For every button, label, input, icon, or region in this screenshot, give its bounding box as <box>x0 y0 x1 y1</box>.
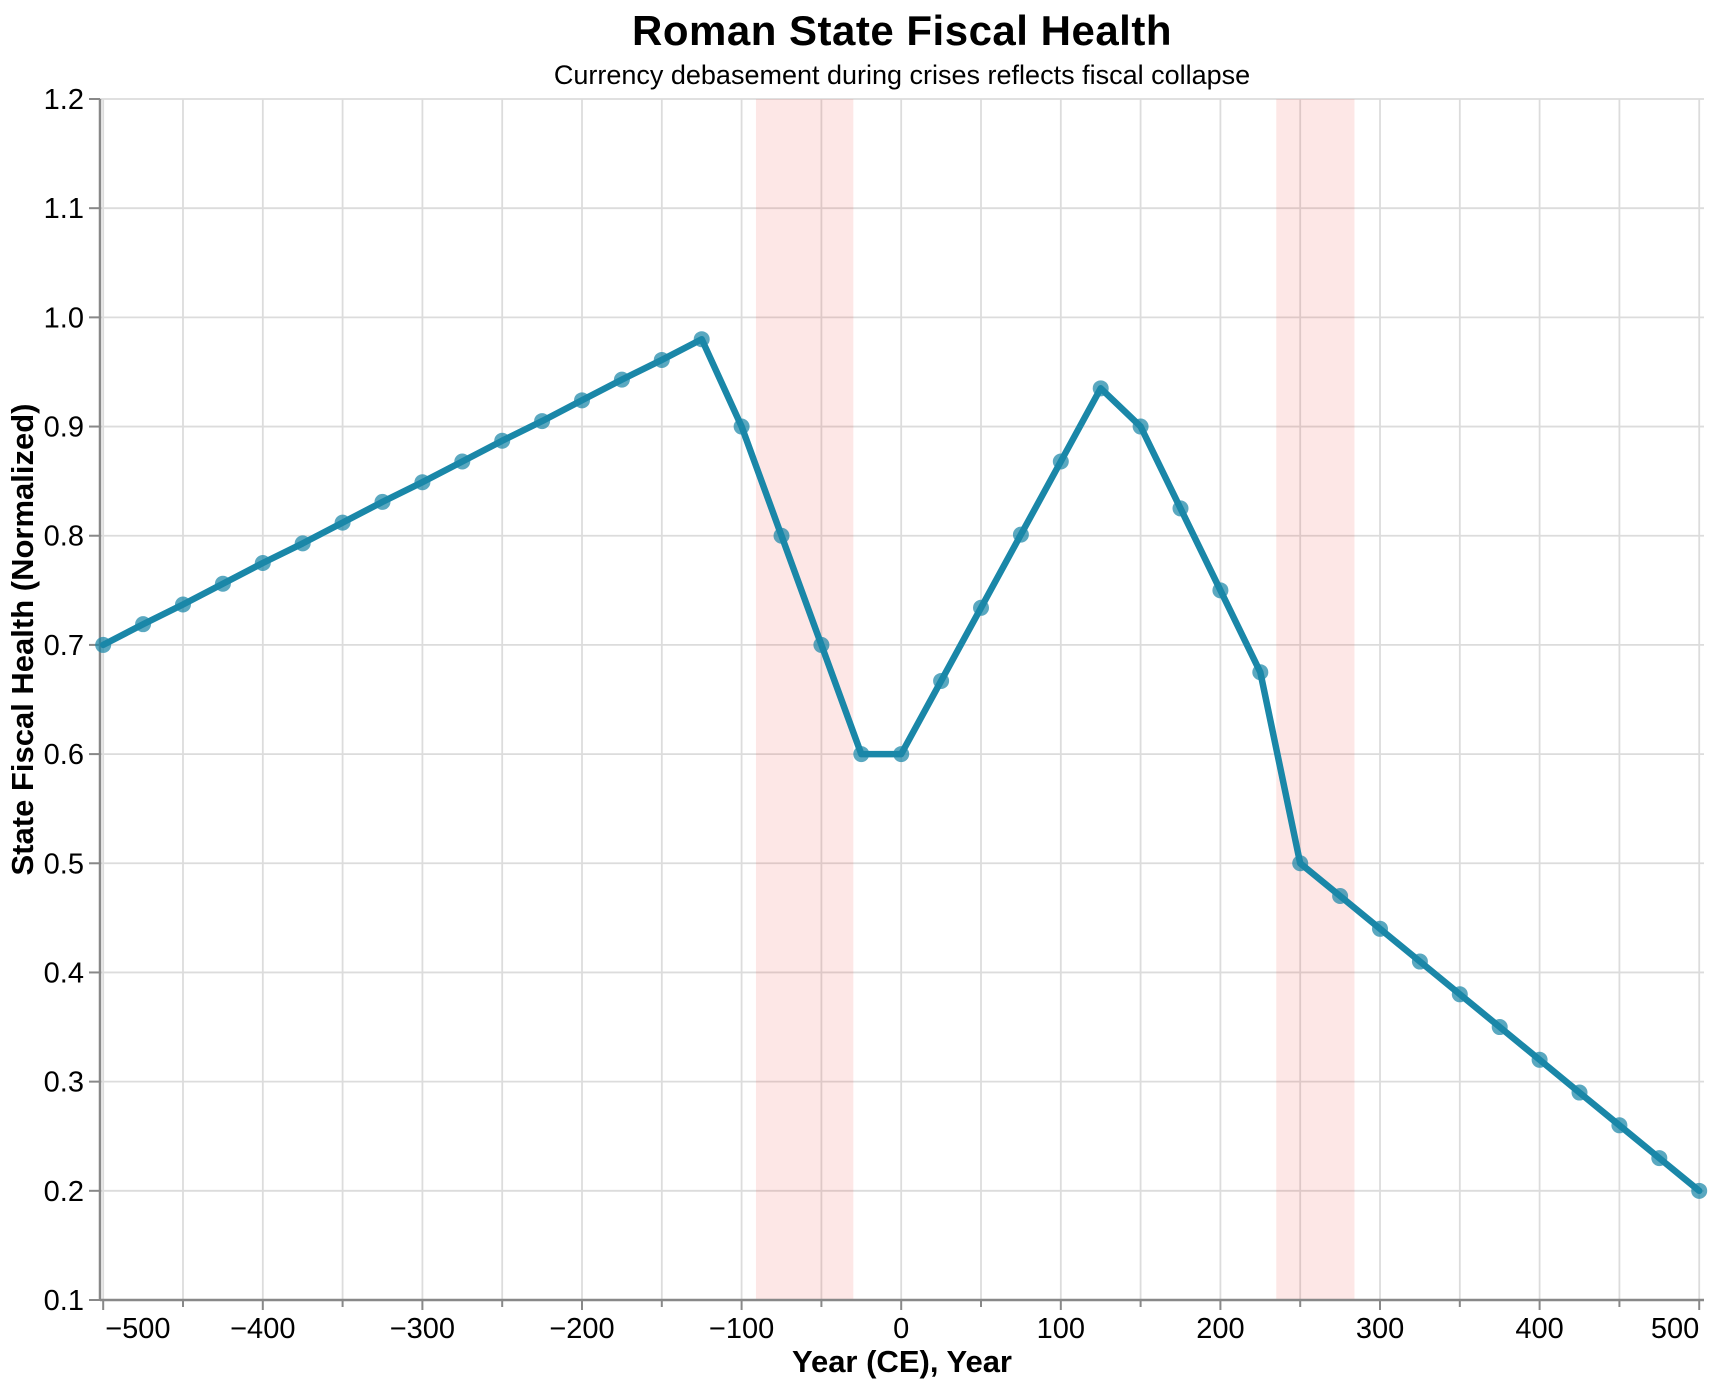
crisis-band <box>755 99 854 1300</box>
x-axis-title: Year (CE), Year <box>792 1344 1012 1379</box>
y-tick-label: 0.9 <box>44 412 84 444</box>
y-tick-label: 0.8 <box>44 521 84 553</box>
chart-subtitle: Currency debasement during crises reflec… <box>553 60 1251 91</box>
x-tick-label: −200 <box>549 1313 614 1345</box>
chart-header: Roman State Fiscal Health Currency debas… <box>100 7 1704 91</box>
x-tick-label: 400 <box>1515 1313 1563 1345</box>
y-tick-label: 1.1 <box>44 193 84 225</box>
y-tick-label: 0.5 <box>44 848 84 880</box>
y-tick-label: 0.2 <box>44 1176 84 1208</box>
trend-line <box>99 335 1703 1195</box>
y-tick-label: 0.3 <box>44 1067 84 1099</box>
x-tick-label: 0 <box>893 1313 909 1345</box>
x-tick-label: −300 <box>390 1313 455 1345</box>
y-tick-label: 0.4 <box>44 957 84 989</box>
y-tick-label: 1.2 <box>44 84 84 116</box>
y-axis-title: State Fiscal Health (Normalized) <box>5 403 40 875</box>
y-tick-label: 0.1 <box>44 1285 84 1317</box>
x-tick-label: 500 <box>1651 1313 1699 1345</box>
x-tick-label: −400 <box>230 1313 295 1345</box>
x-tick-label: 200 <box>1196 1313 1244 1345</box>
x-tick-label: 100 <box>1037 1313 1085 1345</box>
y-tick-label: 1.0 <box>44 302 84 334</box>
x-tick-label: −500 <box>105 1313 170 1345</box>
x-tick-label: −100 <box>709 1313 774 1345</box>
crisis-band <box>1276 99 1355 1300</box>
y-tick-label: 0.6 <box>44 739 84 771</box>
y-tick-label: 0.7 <box>44 630 84 662</box>
x-tick-label: 300 <box>1356 1313 1404 1345</box>
chart-title: Roman State Fiscal Health <box>632 7 1172 54</box>
